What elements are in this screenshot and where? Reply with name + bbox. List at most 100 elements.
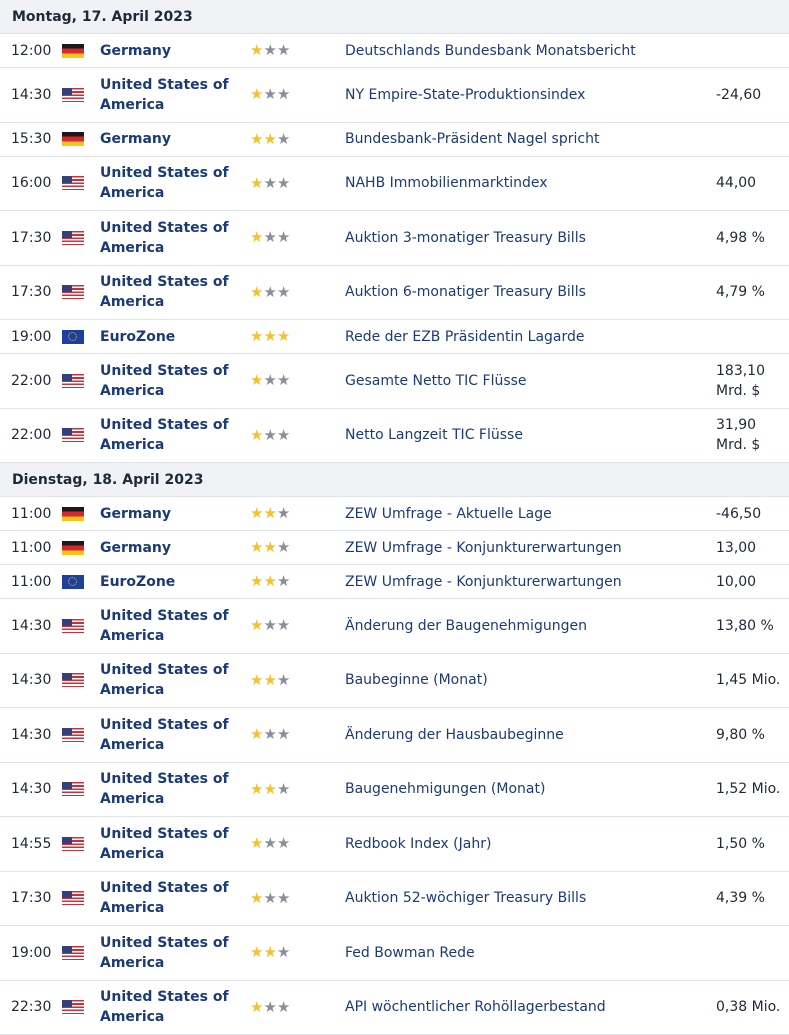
event-time: 19:00 bbox=[11, 320, 57, 353]
country-link[interactable]: EuroZone bbox=[100, 565, 240, 598]
country-link[interactable]: Germany bbox=[100, 531, 240, 564]
event-link[interactable]: Baubeginne (Monat) bbox=[345, 654, 695, 708]
star-icon: ★ bbox=[277, 132, 290, 147]
event-link[interactable]: Redbook Index (Jahr) bbox=[345, 817, 695, 871]
event-link[interactable]: Deutschlands Bundesbank Monatsbericht bbox=[345, 34, 695, 67]
event-time: 22:00 bbox=[11, 409, 57, 463]
importance-rating: ★★★ bbox=[250, 354, 310, 408]
star-icon: ★ bbox=[263, 1000, 276, 1015]
event-row[interactable]: 19:00 EuroZone ★★★ Rede der EZB Präsidentin… bbox=[0, 320, 789, 354]
event-link[interactable]: Rede der EZB Präsidentin Lagarde bbox=[345, 320, 695, 353]
country-flag bbox=[62, 817, 86, 871]
star-icon: ★ bbox=[250, 87, 263, 102]
country-link[interactable]: United States of America bbox=[100, 354, 240, 408]
star-icon: ★ bbox=[277, 428, 290, 443]
importance-rating: ★★★ bbox=[250, 926, 310, 980]
event-link[interactable]: Baugenehmigungen (Monat) bbox=[345, 763, 695, 817]
importance-rating: ★★★ bbox=[250, 599, 310, 653]
star-icon: ★ bbox=[263, 618, 276, 633]
event-time: 22:30 bbox=[11, 981, 57, 1035]
country-link[interactable]: United States of America bbox=[100, 981, 240, 1035]
usa-flag-icon bbox=[62, 728, 84, 742]
country-link[interactable]: United States of America bbox=[100, 157, 240, 211]
star-icon: ★ bbox=[250, 43, 263, 58]
event-link[interactable]: Fed Bowman Rede bbox=[345, 926, 695, 980]
country-link[interactable]: Germany bbox=[100, 123, 240, 156]
event-link[interactable]: Auktion 3-monatiger Treasury Bills bbox=[345, 211, 695, 265]
importance-rating: ★★★ bbox=[250, 320, 310, 353]
star-icon: ★ bbox=[277, 230, 290, 245]
event-value: -24,60 bbox=[716, 68, 788, 122]
event-link[interactable]: Bundesbank-Präsident Nagel spricht bbox=[345, 123, 695, 156]
event-value bbox=[716, 123, 788, 156]
usa-flag-icon bbox=[62, 891, 84, 905]
country-link[interactable]: United States of America bbox=[100, 926, 240, 980]
event-value: 4,98 % bbox=[716, 211, 788, 265]
country-link[interactable]: Germany bbox=[100, 497, 240, 530]
event-link[interactable]: NY Empire-State-Produktionsindex bbox=[345, 68, 695, 122]
event-time: 17:30 bbox=[11, 211, 57, 265]
event-link[interactable]: Gesamte Netto TIC Flüsse bbox=[345, 354, 695, 408]
usa-flag-icon bbox=[62, 619, 84, 633]
event-value: 1,45 Mio. bbox=[716, 654, 788, 708]
star-icon: ★ bbox=[263, 285, 276, 300]
event-time: 14:30 bbox=[11, 68, 57, 122]
country-link[interactable]: United States of America bbox=[100, 409, 240, 463]
country-link[interactable]: United States of America bbox=[100, 68, 240, 122]
country-link[interactable]: United States of America bbox=[100, 763, 240, 817]
event-link[interactable]: ZEW Umfrage - Aktuelle Lage bbox=[345, 497, 695, 530]
event-value: 1,52 Mio. bbox=[716, 763, 788, 817]
event-time: 14:30 bbox=[11, 599, 57, 653]
country-link[interactable]: United States of America bbox=[100, 266, 240, 320]
star-icon: ★ bbox=[277, 836, 290, 851]
country-link[interactable]: EuroZone bbox=[100, 320, 240, 353]
star-icon: ★ bbox=[250, 132, 263, 147]
star-icon: ★ bbox=[263, 230, 276, 245]
country-link[interactable]: United States of America bbox=[100, 599, 240, 653]
star-icon: ★ bbox=[263, 428, 276, 443]
event-link[interactable]: ZEW Umfrage - Konjunkturerwartungen bbox=[345, 565, 695, 598]
event-link[interactable]: API wöchentlicher Rohöllagerbestand bbox=[345, 981, 695, 1035]
country-link[interactable]: United States of America bbox=[100, 817, 240, 871]
star-icon: ★ bbox=[263, 329, 276, 344]
country-link[interactable]: United States of America bbox=[100, 211, 240, 265]
eu-flag-icon bbox=[62, 330, 84, 344]
event-time: 11:00 bbox=[11, 565, 57, 598]
event-link[interactable]: Auktion 6-monatiger Treasury Bills bbox=[345, 266, 695, 320]
country-flag bbox=[62, 320, 86, 353]
event-link[interactable]: Änderung der Baugenehmigungen bbox=[345, 599, 695, 653]
country-link[interactable]: United States of America bbox=[100, 708, 240, 762]
event-link[interactable]: Auktion 52-wöchiger Treasury Bills bbox=[345, 872, 695, 926]
country-link[interactable]: United States of America bbox=[100, 872, 240, 926]
event-link[interactable]: Änderung der Hausbaubeginne bbox=[345, 708, 695, 762]
star-icon: ★ bbox=[277, 782, 290, 797]
importance-rating: ★★★ bbox=[250, 531, 310, 564]
event-link[interactable]: NAHB Immobilienmarktindex bbox=[345, 157, 695, 211]
country-flag bbox=[62, 872, 86, 926]
event-row[interactable]: 14:30 United States of America★★★ Änderung… bbox=[0, 599, 789, 654]
event-link[interactable]: ZEW Umfrage - Konjunkturerwartungen bbox=[345, 531, 695, 564]
event-value: 183,10 Mrd. $ bbox=[716, 354, 788, 408]
star-icon: ★ bbox=[277, 540, 290, 555]
country-link[interactable]: United States of America bbox=[100, 654, 240, 708]
country-link[interactable]: Germany bbox=[100, 34, 240, 67]
event-link[interactable]: Netto Langzeit TIC Flüsse bbox=[345, 409, 695, 463]
